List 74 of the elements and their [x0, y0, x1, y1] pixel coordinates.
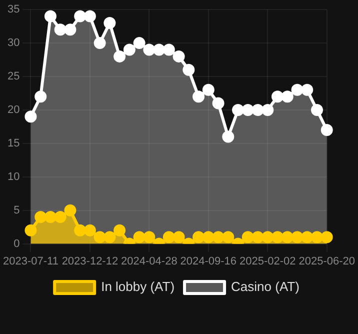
- point: [232, 104, 244, 116]
- point: [172, 50, 185, 62]
- point: [272, 231, 284, 244]
- point: [24, 224, 37, 236]
- point: [192, 90, 205, 103]
- point: [162, 44, 175, 56]
- point: [94, 231, 106, 244]
- point: [182, 64, 195, 76]
- x-tick-label: 2023-07-11: [3, 255, 58, 268]
- point: [310, 104, 323, 116]
- point: [172, 231, 185, 244]
- point: [114, 50, 126, 62]
- point: [212, 231, 224, 244]
- y-tick-label: 30: [7, 37, 20, 50]
- point: [242, 231, 254, 244]
- point: [123, 44, 136, 56]
- point: [262, 231, 274, 244]
- point: [222, 231, 234, 244]
- point: [54, 24, 66, 36]
- y-tick-label: 35: [7, 4, 20, 16]
- point: [74, 10, 86, 22]
- y-tick-label: 10: [7, 170, 20, 183]
- point: [44, 211, 56, 224]
- point: [320, 231, 333, 244]
- point: [301, 231, 314, 244]
- y-tick-label: 0: [14, 238, 20, 250]
- point: [153, 44, 166, 56]
- point: [291, 84, 304, 96]
- point: [310, 231, 323, 244]
- point: [202, 84, 214, 96]
- point: [54, 211, 66, 224]
- point: [162, 231, 175, 244]
- point: [281, 231, 294, 244]
- point: [133, 231, 146, 244]
- point: [242, 104, 254, 116]
- point: [64, 204, 76, 216]
- legend-label: In lobby (AT): [101, 279, 175, 294]
- point: [64, 24, 76, 36]
- x-tick-label: 2023-12-12: [62, 255, 118, 268]
- point: [133, 37, 146, 50]
- y-tick-label: 25: [7, 70, 20, 83]
- point: [143, 231, 156, 244]
- x-tick-label: 2025-06-20: [298, 255, 356, 268]
- x-tick-label: 2024-09-16: [180, 255, 237, 268]
- point: [104, 231, 116, 244]
- point: [143, 44, 156, 56]
- point: [252, 104, 264, 116]
- point: [252, 231, 264, 244]
- y-tick-label: 15: [7, 137, 20, 150]
- point: [281, 90, 294, 103]
- point: [44, 10, 56, 22]
- x-tick-label: 2024-04-28: [121, 255, 178, 268]
- point: [84, 10, 96, 22]
- point: [34, 90, 47, 103]
- point: [291, 231, 304, 244]
- point: [34, 211, 47, 224]
- y-tick-label: 20: [7, 104, 20, 116]
- point: [104, 16, 116, 29]
- point: [84, 224, 96, 236]
- point: [320, 124, 333, 136]
- legend-label: Casino (AT): [231, 279, 300, 294]
- point: [192, 231, 205, 244]
- point: [114, 224, 126, 236]
- point: [262, 104, 274, 116]
- point: [272, 90, 284, 103]
- point: [94, 37, 106, 50]
- y-tick-label: 5: [14, 204, 20, 216]
- point: [202, 231, 214, 244]
- point: [222, 130, 234, 143]
- x-tick-label: 2025-02-02: [239, 255, 296, 268]
- point: [74, 224, 86, 236]
- point: [24, 110, 37, 123]
- point: [212, 97, 224, 110]
- point: [301, 84, 314, 96]
